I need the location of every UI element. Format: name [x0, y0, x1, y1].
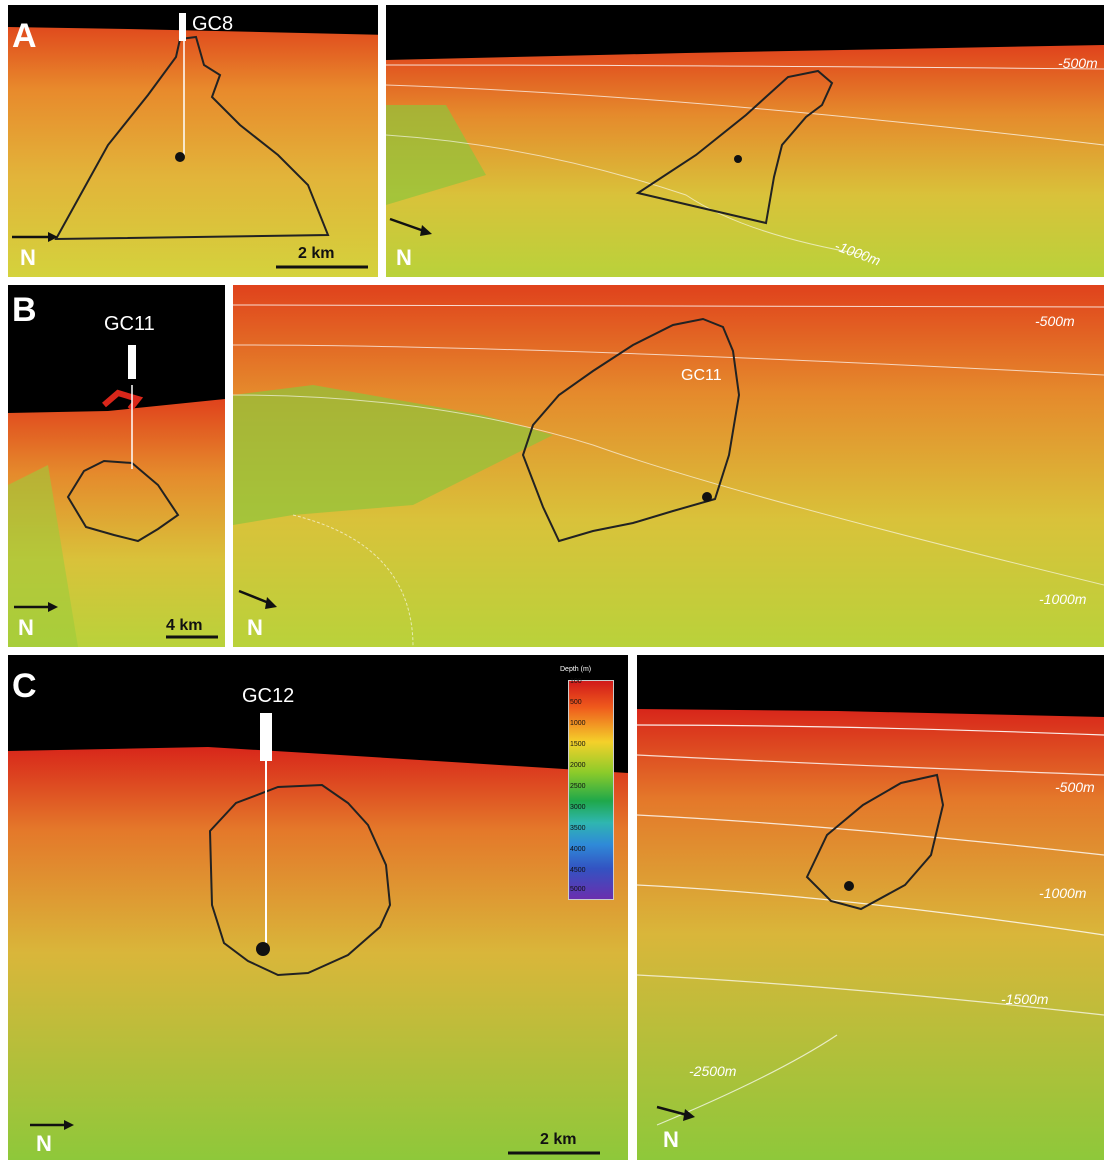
gc8-outline	[54, 35, 330, 241]
panel-c-contour-1500: -1500m	[1001, 991, 1049, 1007]
panel-a-right-terrain	[386, 45, 1104, 277]
panel-a-contour-500: -500m	[1058, 55, 1098, 71]
panel-b-left: B GC11 N 4 km	[8, 285, 225, 647]
legend-tick: 3000	[570, 804, 586, 811]
panel-a-letter: A	[12, 17, 37, 55]
legend-tick: 1500	[570, 741, 586, 748]
panel-b-scale-label: 4 km	[166, 617, 203, 634]
depth-legend-title: Depth (m)	[560, 666, 592, 673]
panel-b-contour-500: -500m	[1035, 313, 1075, 329]
panel-c-contour-500: -500m	[1055, 779, 1095, 795]
panel-c-right-north-label: N	[663, 1127, 679, 1152]
gc12-core-site	[256, 942, 270, 956]
gc12-core-site-oblique	[844, 881, 854, 891]
panel-b-right: N GC11 -500m -1000m	[233, 285, 1104, 647]
panel-c-left-terrain	[8, 713, 628, 1160]
depth-legend: Depth (m) 100 500 1000 1500 2000 2500 30…	[560, 666, 620, 910]
legend-tick: 1000	[570, 720, 586, 727]
gc8-outline-oblique	[635, 69, 834, 225]
legend-tick: 4000	[570, 846, 586, 853]
panel-b-letter: B	[12, 291, 37, 329]
gc12-label: GC12	[242, 685, 295, 707]
legend-tick: 5000	[570, 886, 586, 893]
panel-c-north-label: N	[36, 1131, 52, 1156]
panel-a-left-terrain	[8, 13, 378, 277]
gc12-outline	[208, 783, 392, 977]
gc11-core-site-oblique	[702, 492, 712, 502]
gc11-outline-inset	[66, 459, 180, 543]
panel-b-left-terrain	[8, 345, 225, 647]
panel-c-right-terrain	[637, 709, 1104, 1160]
gc12-outline-oblique	[805, 773, 945, 911]
panel-a-right-north-label: N	[396, 245, 412, 270]
panel-a-north-label: N	[20, 245, 36, 270]
panel-b-right-north-label: N	[247, 615, 263, 640]
panel-a-right: N -500m -1000m	[386, 5, 1104, 277]
legend-tick: 3500	[570, 825, 586, 832]
gc8-core-site-oblique	[734, 155, 742, 163]
gc11-label: GC11	[104, 313, 155, 335]
legend-tick: 4500	[570, 867, 586, 874]
panel-c-left: C GC12 N 2 km	[8, 655, 628, 1160]
legend-tick: 2500	[570, 783, 586, 790]
gc11-inset-label: GC11	[681, 367, 722, 384]
panel-b-contour-1000: -1000m	[1039, 591, 1087, 607]
panel-c-contour-2500: -2500m	[689, 1063, 737, 1079]
gc8-core-site	[175, 152, 185, 162]
legend-tick: 500	[570, 699, 582, 706]
legend-tick: 100	[570, 678, 582, 685]
panel-c-letter: C	[12, 667, 37, 705]
gc11-outline-oblique	[521, 317, 741, 543]
panel-c-scale-label: 2 km	[540, 1131, 577, 1148]
panel-b-north-label: N	[18, 615, 34, 640]
gc8-label: GC8	[192, 13, 234, 35]
panel-c-right: N -500m -1000m -1500m -2500m	[637, 655, 1104, 1160]
panel-a-left: A GC8 N 2 km	[8, 5, 378, 277]
panel-c-contour-1000: -1000m	[1039, 885, 1087, 901]
panel-a-scale-label: 2 km	[298, 245, 335, 262]
legend-tick: 2000	[570, 762, 586, 769]
depth-legend-bar	[568, 680, 614, 900]
panel-b-right-terrain	[233, 285, 1104, 647]
